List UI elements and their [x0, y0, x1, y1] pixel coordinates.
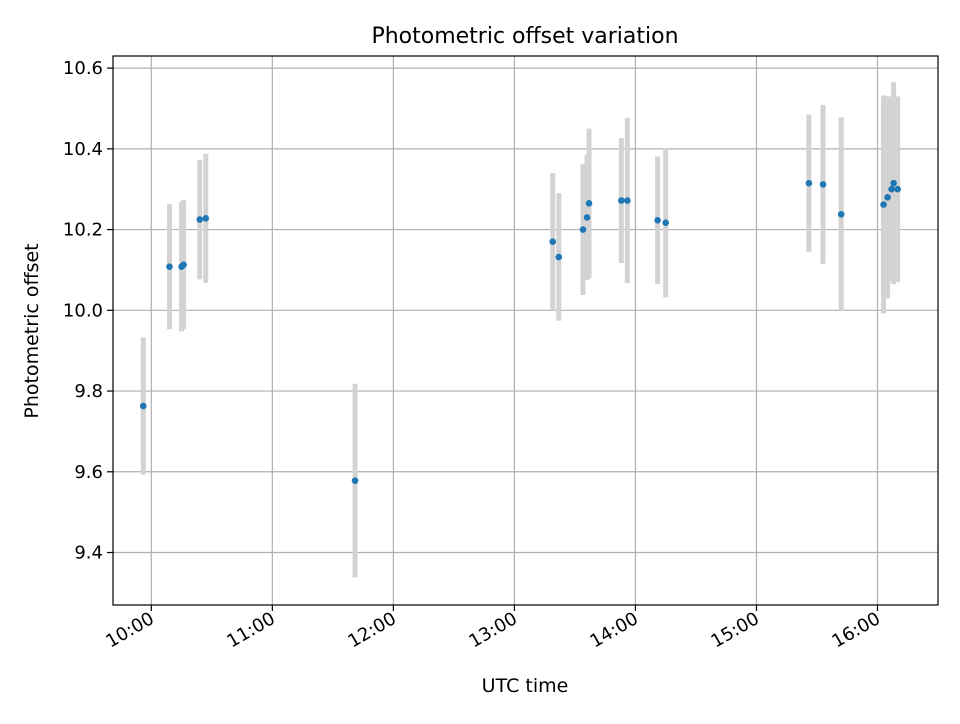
data-point: [351, 477, 359, 484]
y-tick-label: 10.0: [63, 300, 103, 321]
data-point: [202, 214, 210, 222]
y-tick-label: 9.6: [74, 462, 103, 483]
data-point: [805, 179, 813, 187]
data-point: [880, 201, 887, 208]
y-tick-label: 9.4: [74, 543, 103, 564]
data-point: [618, 197, 625, 204]
chart-title: Photometric offset variation: [371, 24, 678, 49]
data-point: [837, 210, 845, 218]
data-point: [894, 185, 901, 193]
data-point: [819, 181, 827, 188]
data-point: [662, 219, 669, 227]
x-axis-label: UTC time: [482, 675, 569, 697]
data-point: [888, 185, 895, 193]
y-tick-label: 9.8: [74, 381, 103, 402]
y-axis-label: Photometric offset: [21, 243, 43, 418]
plot-frame: [112, 55, 939, 606]
y-tick-label: 10.2: [63, 220, 103, 241]
data-point: [585, 200, 593, 207]
data-point: [579, 226, 587, 233]
grid: [113, 56, 938, 605]
data-point: [890, 179, 897, 187]
data-point: [196, 216, 204, 223]
y-axis-ticks: 9.4 9.6 9.8 10.0 10.2 10.4 10.6: [63, 58, 113, 564]
data-point: [180, 261, 187, 269]
data-point: [624, 197, 631, 204]
data-point: [549, 238, 557, 245]
data-points: [139, 179, 901, 484]
y-tick-label: 10.4: [63, 139, 103, 160]
y-tick-label: 10.6: [63, 58, 103, 79]
data-point: [583, 214, 591, 221]
data-point: [884, 193, 891, 201]
data-point: [555, 253, 563, 261]
data-point: [139, 402, 147, 410]
data-point: [654, 216, 661, 224]
data-point: [166, 263, 173, 271]
